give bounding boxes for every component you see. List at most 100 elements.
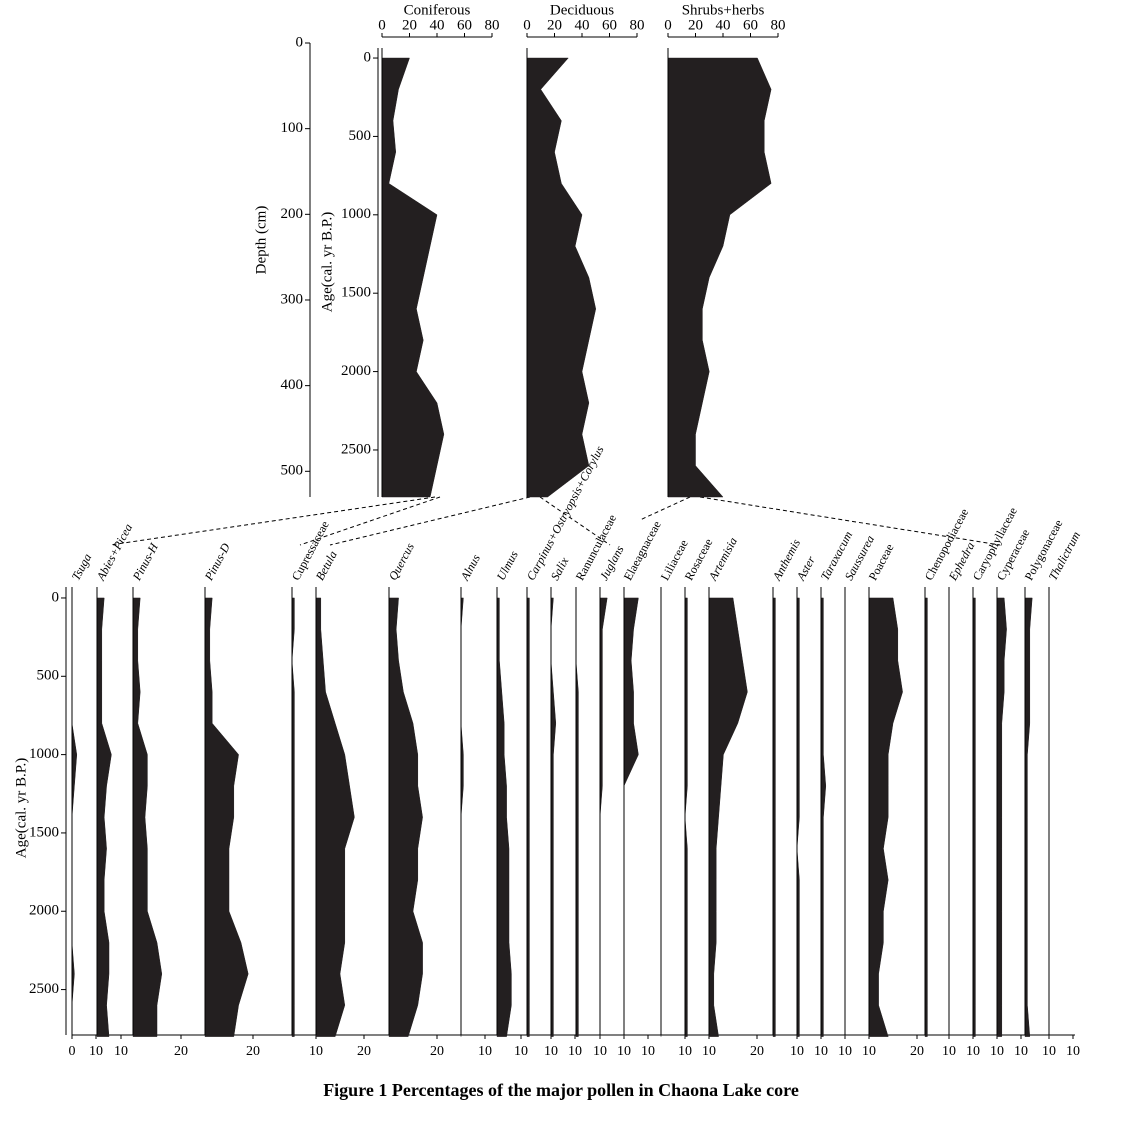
x-tick-label: 10 xyxy=(1042,1044,1056,1059)
x-tick-label: 10 xyxy=(617,1044,631,1059)
pollen-area xyxy=(315,597,355,1037)
y2-tick-label: 100 xyxy=(281,120,304,136)
x-tick-label: 80 xyxy=(630,17,645,33)
x-tick-label: 10 xyxy=(790,1044,804,1059)
x-tick-label: 10 xyxy=(966,1044,980,1059)
y2-tick-label: 300 xyxy=(281,291,304,307)
taxon-label: Elaeagnaceae xyxy=(621,518,664,582)
x-tick-label: 20 xyxy=(688,17,703,33)
x-tick-label: 0 xyxy=(523,17,531,33)
pollen-area xyxy=(972,597,976,1037)
x-tick-label: 20 xyxy=(750,1044,764,1059)
x-tick-label: 20 xyxy=(910,1044,924,1059)
x-tick-label: 60 xyxy=(457,17,472,33)
pollen-area xyxy=(772,597,776,1037)
pollen-area xyxy=(204,597,249,1037)
x-tick-label: 10 xyxy=(114,1044,128,1059)
pollen-area xyxy=(684,597,688,1037)
pollen-area xyxy=(526,57,597,498)
y-axis-label: Age(cal. yr B.P.) xyxy=(13,758,29,858)
x-tick-label: 10 xyxy=(678,1044,692,1059)
connector xyxy=(699,496,1001,546)
x-tick-label: 10 xyxy=(641,1044,655,1059)
y-tick-label: 500 xyxy=(349,128,372,144)
pollen-area xyxy=(71,597,78,1037)
pollen-area xyxy=(132,597,163,1037)
x-tick-label: 10 xyxy=(544,1044,558,1059)
x-tick-label: 20 xyxy=(357,1044,371,1059)
connectors xyxy=(109,496,1001,546)
panel-title: Coniferous xyxy=(404,2,471,18)
y2-tick-label: 500 xyxy=(281,463,304,479)
y2-tick-label: 0 xyxy=(296,34,304,50)
pollen-area xyxy=(550,597,557,1037)
taxon-label: Salix xyxy=(548,554,572,582)
x-tick-label: 10 xyxy=(838,1044,852,1059)
x-tick-label: 20 xyxy=(402,17,417,33)
y2-tick-label: 200 xyxy=(281,206,304,222)
x-tick-label: 10 xyxy=(568,1044,582,1059)
pollen-area xyxy=(575,597,579,1037)
taxon-label: Pinus-D xyxy=(201,541,233,584)
caption: Figure 1 Percentages of the major pollen… xyxy=(323,1080,799,1100)
x-tick-label: 0 xyxy=(69,1044,76,1059)
x-tick-label: 40 xyxy=(430,17,445,33)
x-tick-label: 10 xyxy=(478,1044,492,1059)
taxon-label: Alnus xyxy=(457,552,483,584)
taxon-label: Pinus-H xyxy=(129,540,161,584)
x-tick-label: 40 xyxy=(575,17,590,33)
pollen-area xyxy=(996,597,1007,1037)
taxon-label: Tsuga xyxy=(69,551,95,583)
y-axis-label: Age(cal. yr B.P.) xyxy=(319,212,335,312)
pollen-area xyxy=(868,597,903,1037)
connector xyxy=(639,496,691,521)
x-tick-label: 10 xyxy=(702,1044,716,1059)
connector xyxy=(109,496,436,546)
x-tick-label: 0 xyxy=(664,17,672,33)
pollen-area xyxy=(796,597,800,1037)
x-tick-label: 80 xyxy=(485,17,500,33)
x-tick-label: 20 xyxy=(174,1044,188,1059)
pollen-area xyxy=(96,597,112,1037)
pollen-area xyxy=(599,597,608,1037)
pollen-area xyxy=(708,597,748,1037)
panel-title: Deciduous xyxy=(550,2,614,18)
y-tick-label: 1500 xyxy=(341,285,371,301)
taxon-label: Betula xyxy=(313,548,340,582)
pollen-area xyxy=(381,57,445,498)
x-tick-label: 10 xyxy=(309,1044,323,1059)
x-tick-label: 20 xyxy=(547,17,562,33)
pollen-area xyxy=(388,597,423,1037)
x-tick-label: 10 xyxy=(89,1044,103,1059)
x-tick-label: 80 xyxy=(771,17,786,33)
connector xyxy=(329,496,531,546)
taxon-label: Ulmus xyxy=(494,548,521,583)
y-tick-label: 0 xyxy=(52,589,60,605)
x-tick-label: 40 xyxy=(716,17,731,33)
panel-title: Shrubs+herbs xyxy=(682,2,765,18)
x-tick-label: 10 xyxy=(990,1044,1004,1059)
y-tick-label: 1500 xyxy=(29,824,59,840)
x-tick-label: 10 xyxy=(514,1044,528,1059)
pollen-area xyxy=(667,57,772,498)
x-tick-label: 10 xyxy=(814,1044,828,1059)
pollen-area xyxy=(496,597,512,1037)
x-tick-label: 10 xyxy=(942,1044,956,1059)
y2-tick-label: 400 xyxy=(281,377,304,393)
x-tick-label: 20 xyxy=(246,1044,260,1059)
y-tick-label: 0 xyxy=(364,49,372,65)
connector xyxy=(539,496,611,546)
pollen-area xyxy=(526,597,530,1037)
x-tick-label: 20 xyxy=(430,1044,444,1059)
taxon-label: Aster xyxy=(793,553,818,583)
x-tick-label: 10 xyxy=(593,1044,607,1059)
x-tick-label: 10 xyxy=(1014,1044,1028,1059)
pollen-area xyxy=(1024,597,1033,1037)
taxon-label: Quercus xyxy=(386,540,417,582)
connector xyxy=(299,496,441,546)
y-tick-label: 1000 xyxy=(29,746,59,762)
y-tick-label: 500 xyxy=(37,668,60,684)
y-tick-label: 1000 xyxy=(341,206,371,222)
y-tick-label: 2500 xyxy=(29,981,59,997)
